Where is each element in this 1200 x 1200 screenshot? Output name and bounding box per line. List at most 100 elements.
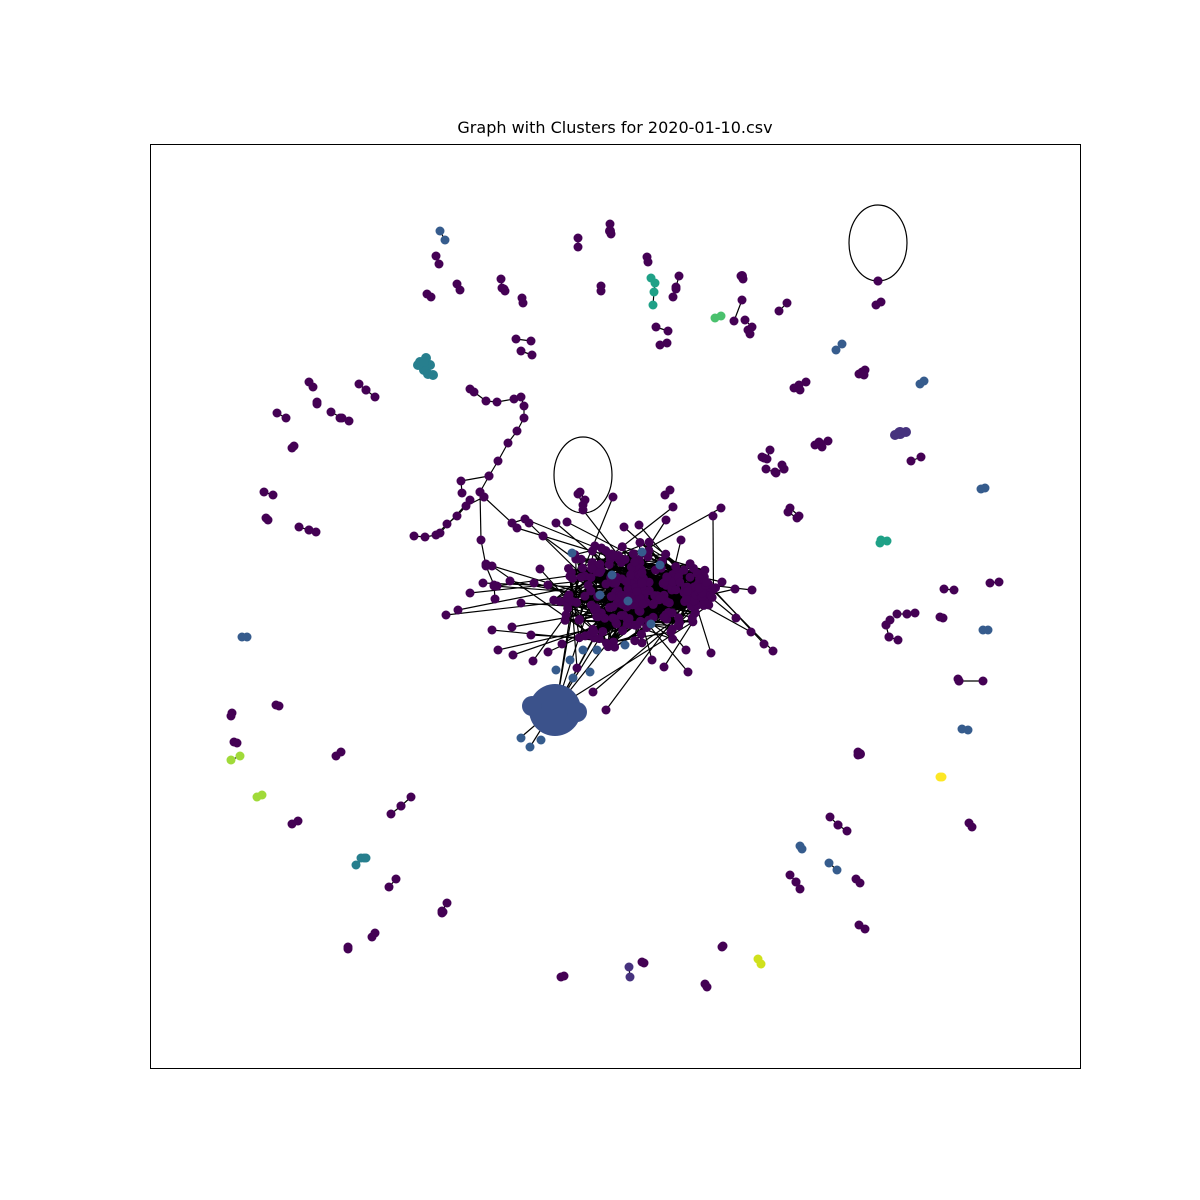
graph-node	[386, 809, 396, 819]
graph-node	[655, 594, 665, 604]
graph-node	[797, 844, 807, 854]
graph-node	[756, 959, 766, 969]
graph-node	[635, 606, 645, 616]
graph-node	[668, 292, 678, 302]
graph-node	[226, 755, 236, 765]
graph-node	[876, 297, 886, 307]
graph-node	[370, 392, 380, 402]
graph-node	[759, 639, 769, 649]
graph-node	[578, 645, 588, 655]
graph-node	[527, 350, 537, 360]
graph-node	[578, 563, 588, 573]
graph-node	[648, 599, 658, 609]
graph-node	[551, 518, 561, 528]
graph-node	[685, 572, 695, 582]
graph-edge	[479, 491, 482, 541]
graph-node	[785, 870, 795, 880]
graph-node	[304, 525, 314, 535]
graph-node	[294, 522, 304, 532]
graph-node	[842, 826, 852, 836]
graph-node	[792, 513, 802, 523]
graph-node	[612, 619, 622, 629]
graph-node	[441, 610, 451, 620]
graph-node	[226, 711, 236, 721]
graph-node	[596, 286, 606, 296]
graph-node	[635, 616, 645, 626]
graph-edge	[445, 594, 620, 616]
graph-node	[391, 874, 401, 884]
graph-node	[646, 619, 656, 629]
graph-node	[588, 687, 598, 697]
graph-node	[661, 549, 671, 559]
graph-node	[456, 476, 466, 486]
graph-node	[481, 561, 491, 571]
graph-node	[274, 701, 284, 711]
graph-node	[535, 564, 545, 574]
graph-node	[647, 655, 657, 665]
graph-node	[639, 958, 649, 968]
graph-node	[420, 532, 430, 542]
graph-node	[232, 738, 242, 748]
graph-node	[557, 639, 567, 649]
graph-node	[281, 413, 291, 423]
graph-node	[442, 898, 452, 908]
graph-node	[440, 235, 450, 245]
graph-node	[496, 274, 506, 284]
graph-node	[668, 502, 678, 512]
graph-node	[438, 907, 448, 917]
graph-node	[596, 543, 606, 553]
graph-node	[608, 492, 618, 502]
graph-node	[528, 656, 538, 666]
graph-node	[795, 884, 805, 894]
graph-node	[610, 642, 620, 652]
graph-node	[493, 456, 503, 466]
graph-node	[747, 322, 757, 332]
graph-node	[630, 557, 640, 567]
graph-node	[681, 645, 691, 655]
graph-node	[361, 853, 371, 863]
graph-node	[634, 520, 644, 530]
graph-node	[336, 747, 346, 757]
graph-node	[664, 598, 674, 608]
graph-edge	[483, 496, 513, 524]
graph-node	[702, 982, 712, 992]
graph-node	[980, 483, 990, 493]
graph-node	[559, 971, 569, 981]
graph-node	[576, 572, 586, 582]
graph-node	[661, 515, 671, 525]
graph-node	[740, 315, 750, 325]
graph-node	[568, 673, 578, 683]
graph-node	[351, 860, 361, 870]
graph-node	[875, 538, 885, 548]
graph-node	[257, 790, 267, 800]
graph-node	[745, 329, 755, 339]
graph-node	[562, 517, 572, 527]
graph-node	[651, 322, 661, 332]
graph-node	[768, 646, 778, 656]
graph-node	[949, 585, 959, 595]
graph-node	[618, 626, 628, 636]
graph-node	[659, 612, 669, 622]
graph-node	[637, 547, 647, 557]
graph-node	[503, 438, 513, 448]
graph-node	[435, 528, 445, 538]
graph-node	[617, 542, 627, 552]
graph-node	[747, 585, 757, 595]
graph-node	[730, 584, 740, 594]
graph-node	[595, 567, 605, 577]
graph-node	[761, 464, 771, 474]
graph-node	[674, 271, 684, 281]
graph-node	[484, 471, 494, 481]
graph-node	[662, 338, 672, 348]
graph-node	[555, 596, 565, 606]
graph-node	[343, 942, 353, 952]
graph-node	[567, 548, 577, 558]
graph-node	[837, 339, 847, 349]
graph-node	[518, 298, 528, 308]
graph-node	[601, 705, 611, 715]
graph-node	[370, 928, 380, 938]
graph-node	[762, 454, 772, 464]
graph-node	[628, 549, 638, 559]
graph-node	[617, 590, 627, 600]
